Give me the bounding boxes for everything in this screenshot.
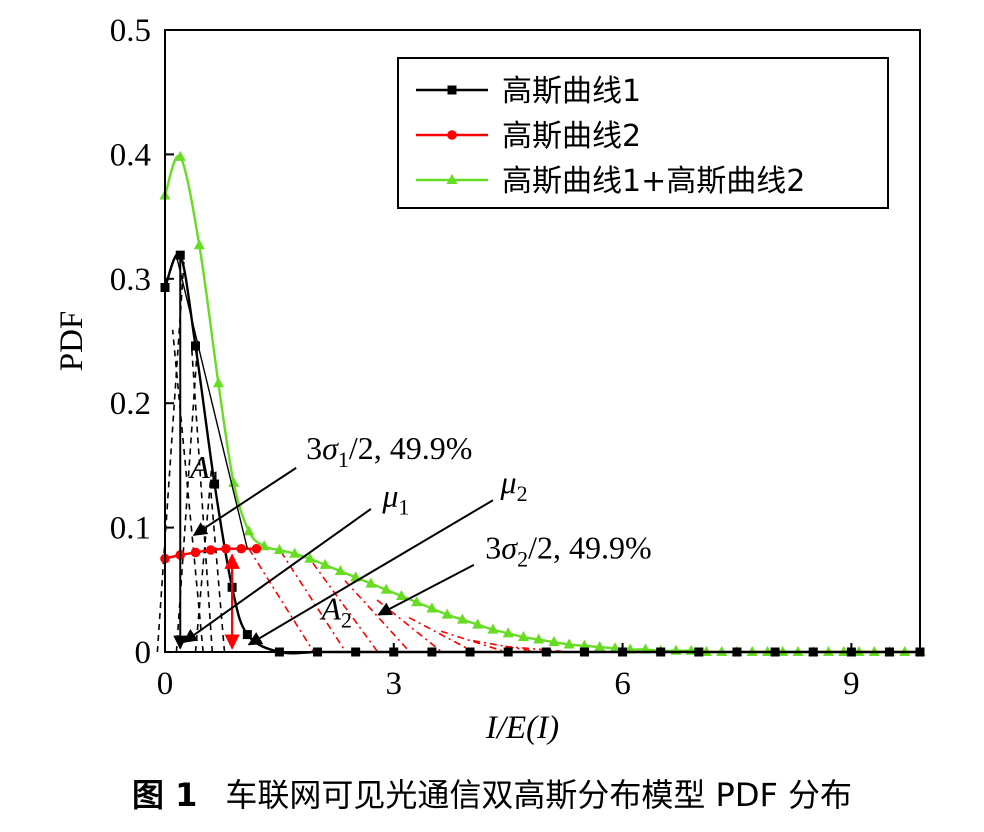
hatch-line-a2 xyxy=(440,630,507,653)
legend-label: 高斯曲线1 xyxy=(502,74,641,109)
hatch-line-a2 xyxy=(408,616,475,653)
plot-frame xyxy=(164,29,921,653)
legend-entry-3: 高斯曲线1+高斯曲线2 xyxy=(416,164,805,199)
annotation-A2: A2 xyxy=(319,591,352,633)
figure-caption-text: 车联网可见光通信双高斯分布模型 PDF 分布 xyxy=(225,776,853,814)
series-1-point xyxy=(242,630,252,640)
series-3-point xyxy=(193,239,205,250)
peak-connector xyxy=(175,254,249,549)
series-3-point xyxy=(395,590,407,601)
legend-swatch-marker xyxy=(447,85,457,95)
sigma2-leader-arrow xyxy=(377,564,475,616)
series-3-point xyxy=(456,613,468,624)
series-2-point xyxy=(221,543,231,554)
reference-arrows-layer xyxy=(173,254,249,650)
mu1-leader-arrow xyxy=(182,508,372,643)
series-3-point xyxy=(594,641,606,652)
y-tick-label: 0.4 xyxy=(110,137,151,173)
y-tick-label: 0.2 xyxy=(110,386,151,422)
series-3-point xyxy=(289,547,301,558)
legend: 高斯曲线1 高斯曲线2 高斯曲线1+高斯曲线2 xyxy=(397,57,889,209)
series-3-point xyxy=(502,627,514,638)
x-tick-label: 6 xyxy=(614,666,631,702)
series-3-point xyxy=(563,638,575,649)
legend-entry-1: 高斯曲线1 xyxy=(416,74,641,109)
hatch-line-a1 xyxy=(190,347,214,653)
hatch-line-a1 xyxy=(194,468,213,653)
series-3-point xyxy=(578,639,590,650)
series-line-3 xyxy=(163,154,920,654)
sigma1-leader-arrow xyxy=(192,467,297,536)
hatch-line-a1 xyxy=(171,329,204,653)
series-3-point xyxy=(533,633,545,644)
y-tick-label: 0 xyxy=(135,635,152,671)
pdf-chart: 0 3 6 9 0 0.1 0.2 0.3 0.4 0.5 A1 A2 3σ1/2, 49.9% μ1 μ… xyxy=(54,13,926,746)
hatch-line-a1 xyxy=(209,490,226,653)
x-axis-label: I/E(I) xyxy=(485,710,559,746)
y-tick-label: 0.3 xyxy=(110,262,151,298)
annotation-σ2: 3σ2/2, 49.9% xyxy=(485,530,651,572)
series-3-point xyxy=(411,596,423,607)
series-3-point xyxy=(487,623,499,634)
figure-caption: 图 1 车联网可见光通信双高斯分布模型 PDF 分布 xyxy=(0,770,984,816)
series-3-point xyxy=(548,636,560,647)
series-3-point xyxy=(304,552,316,563)
legend-swatch-marker xyxy=(447,130,457,140)
hatch-line-a2 xyxy=(472,639,539,653)
series-3-point xyxy=(334,565,346,576)
series-3-point xyxy=(426,602,438,613)
hatch-region-layer xyxy=(156,259,571,653)
series-1-point xyxy=(191,341,201,351)
annotation-μ1: μ1 xyxy=(381,477,409,519)
y-axis-label: PDF xyxy=(54,311,90,372)
series-1-point xyxy=(210,479,220,489)
series-3-point xyxy=(609,642,621,653)
series-layer xyxy=(159,150,926,657)
series-2-point xyxy=(190,547,201,558)
series-3-point xyxy=(243,525,255,536)
legend-label: 高斯曲线1+高斯曲线2 xyxy=(502,164,805,199)
x-tick-label: 3 xyxy=(386,666,403,702)
series-3-point xyxy=(441,608,453,619)
series-3-point xyxy=(258,540,270,551)
series-3-point xyxy=(517,631,529,642)
series-2-point xyxy=(251,543,262,554)
hatch-line-a2 xyxy=(248,548,315,653)
series-3-point xyxy=(273,543,285,554)
series-3-point xyxy=(380,583,392,594)
series-3-point xyxy=(365,577,377,588)
series-2-point xyxy=(205,545,216,555)
x-tick-label: 9 xyxy=(843,666,860,702)
mu2-leader-arrow xyxy=(247,499,494,646)
series-3-point xyxy=(212,377,224,388)
series-3-point xyxy=(319,558,331,569)
x-tick-label: 0 xyxy=(157,666,174,702)
series-3-point xyxy=(472,618,484,629)
annotations-layer: A1 A2 3σ1/2, 49.9% μ1 μ2 3σ2/2, 49.9% xyxy=(182,430,652,646)
legend-label: 高斯曲线2 xyxy=(502,119,641,154)
hatch-line-a2 xyxy=(344,580,411,653)
legend-box xyxy=(397,57,889,209)
series-3-point xyxy=(228,476,240,487)
series-2 xyxy=(160,543,262,564)
y-tick-label: 0.1 xyxy=(110,511,151,547)
series-2-point xyxy=(236,543,247,554)
hatch-line-a1 xyxy=(175,340,199,653)
hatch-line-a2 xyxy=(312,562,379,653)
y-tick-label: 0.5 xyxy=(110,13,151,49)
annotation-A1: A1 xyxy=(188,449,221,491)
series-3 xyxy=(159,150,926,656)
series-3-point xyxy=(174,150,186,161)
figure-number: 图 1 xyxy=(131,776,198,814)
ticks-layer: 0 3 6 9 0 0.1 0.2 0.3 0.4 0.5 xyxy=(110,13,860,702)
legend-entry-2: 高斯曲线2 xyxy=(416,119,641,154)
series-1 xyxy=(160,250,925,657)
series-line-1 xyxy=(163,252,920,655)
annotation-μ2: μ2 xyxy=(500,464,528,506)
legend-swatch-marker xyxy=(446,174,458,184)
annotation-σ1: 3σ1/2, 49.9% xyxy=(306,430,472,472)
hatch-line-a2 xyxy=(280,551,347,653)
hatch-line-a2 xyxy=(376,599,443,653)
